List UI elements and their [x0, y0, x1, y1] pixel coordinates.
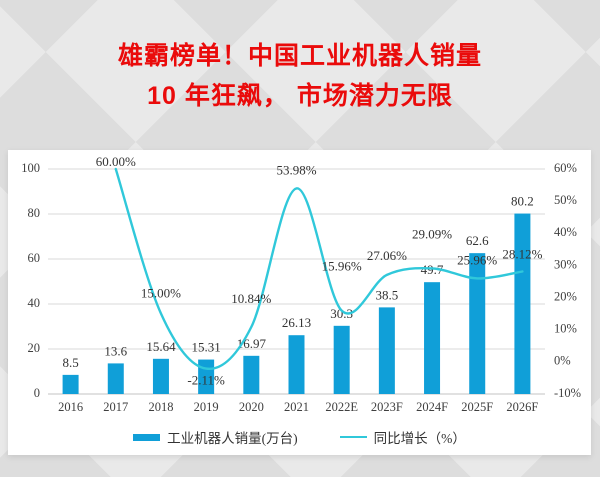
bar-value-label: 26.13	[282, 315, 311, 330]
growth-line-label: 25.96%	[457, 252, 497, 267]
growth-line-label: 27.06%	[367, 248, 407, 263]
growth-line-label: 15.00%	[141, 286, 181, 301]
right-axis-tick: 10%	[554, 322, 577, 336]
x-axis-label: 2018	[148, 400, 173, 414]
right-axis-tick: 50%	[554, 193, 577, 207]
bar-value-label: 62.6	[466, 233, 489, 248]
bar-value-label: 15.31	[192, 340, 221, 355]
bar-series-swatch	[133, 433, 161, 441]
x-axis-label: 2016	[58, 400, 83, 414]
bar-value-label: 38.5	[375, 287, 398, 302]
right-axis-tick: 0%	[554, 354, 571, 368]
growth-line-label: 28.12%	[502, 246, 542, 261]
bar	[378, 307, 395, 394]
growth-line-label: 10.84%	[231, 291, 271, 306]
x-axis-label: 2021	[284, 400, 309, 414]
bar-value-label: 80.2	[511, 194, 534, 209]
bar-value-label: 49.7	[421, 262, 444, 277]
chart-legend: 工业机器人销量(万台) 同比增长（%）	[8, 422, 591, 452]
left-axis-tick: 0	[34, 386, 40, 400]
bar-value-label: 30.3	[330, 306, 353, 321]
x-axis-label: 2022E	[325, 400, 358, 414]
growth-line-label: 15.96%	[322, 259, 362, 274]
title-line-1: 雄霸榜单！中国工业机器人销量	[117, 42, 482, 70]
chart-svg: 0 20 40 60 80 100 -10% 0% 10% 20% 30% 40% 50% 60% 2016…	[21, 154, 581, 414]
left-axis-tick: 80	[28, 206, 41, 220]
growth-line	[114, 167, 524, 370]
right-axis-tick: 60%	[554, 161, 577, 175]
growth-line-label: 60.00%	[96, 154, 136, 169]
bar	[424, 282, 441, 394]
bar-value-label: 13.6	[104, 343, 127, 358]
bar	[288, 335, 305, 394]
legend-item-sales: 工业机器人销量(万台)	[133, 427, 298, 447]
right-axis-tick: 20%	[554, 289, 577, 303]
title-line-2: 10 年狂飙， 市场潜力无限	[147, 82, 453, 110]
bar-value-label: 8.5	[62, 355, 78, 370]
right-axis-tick: 30%	[554, 257, 577, 271]
left-axis-tick: 60	[28, 251, 41, 265]
x-axis-label: 2020	[239, 400, 264, 414]
left-axis-tick: 40	[28, 296, 41, 310]
bar	[152, 358, 169, 394]
bar-value-label: 15.64	[146, 339, 176, 354]
growth-line-label: -2.11%	[187, 373, 225, 388]
x-axis-label: 2025F	[461, 400, 493, 414]
x-axis-label: 2026F	[506, 400, 538, 414]
x-axis-label: 2017	[103, 400, 128, 414]
chart-panel: 0 20 40 60 80 100 -10% 0% 10% 20% 30% 40% 50% 60% 2016…	[8, 150, 591, 455]
bar	[514, 213, 531, 394]
x-axis-label: 2019	[194, 400, 219, 414]
left-axis-tick: 100	[21, 161, 40, 175]
bar	[333, 325, 350, 394]
bar	[62, 374, 79, 394]
bar	[243, 355, 260, 394]
page-title: 雄霸榜单！中国工业机器人销量 10 年狂飙， 市场潜力无限	[0, 36, 600, 116]
legend-label-growth: 同比增长（%）	[373, 431, 466, 446]
right-axis-tick: 40%	[554, 225, 577, 239]
x-axis-label: 2024F	[416, 400, 448, 414]
bar	[469, 253, 486, 394]
x-axis-label: 2023F	[371, 400, 403, 414]
bar	[107, 363, 124, 394]
right-axis-tick: -10%	[554, 386, 581, 400]
legend-item-growth: 同比增长（%）	[339, 427, 466, 447]
line-series-swatch	[339, 436, 367, 438]
growth-line-label: 29.09%	[412, 226, 452, 241]
left-axis-tick: 20	[28, 341, 41, 355]
growth-line-label: 53.98%	[276, 162, 316, 177]
legend-label-sales: 工业机器人销量(万台)	[167, 431, 298, 446]
